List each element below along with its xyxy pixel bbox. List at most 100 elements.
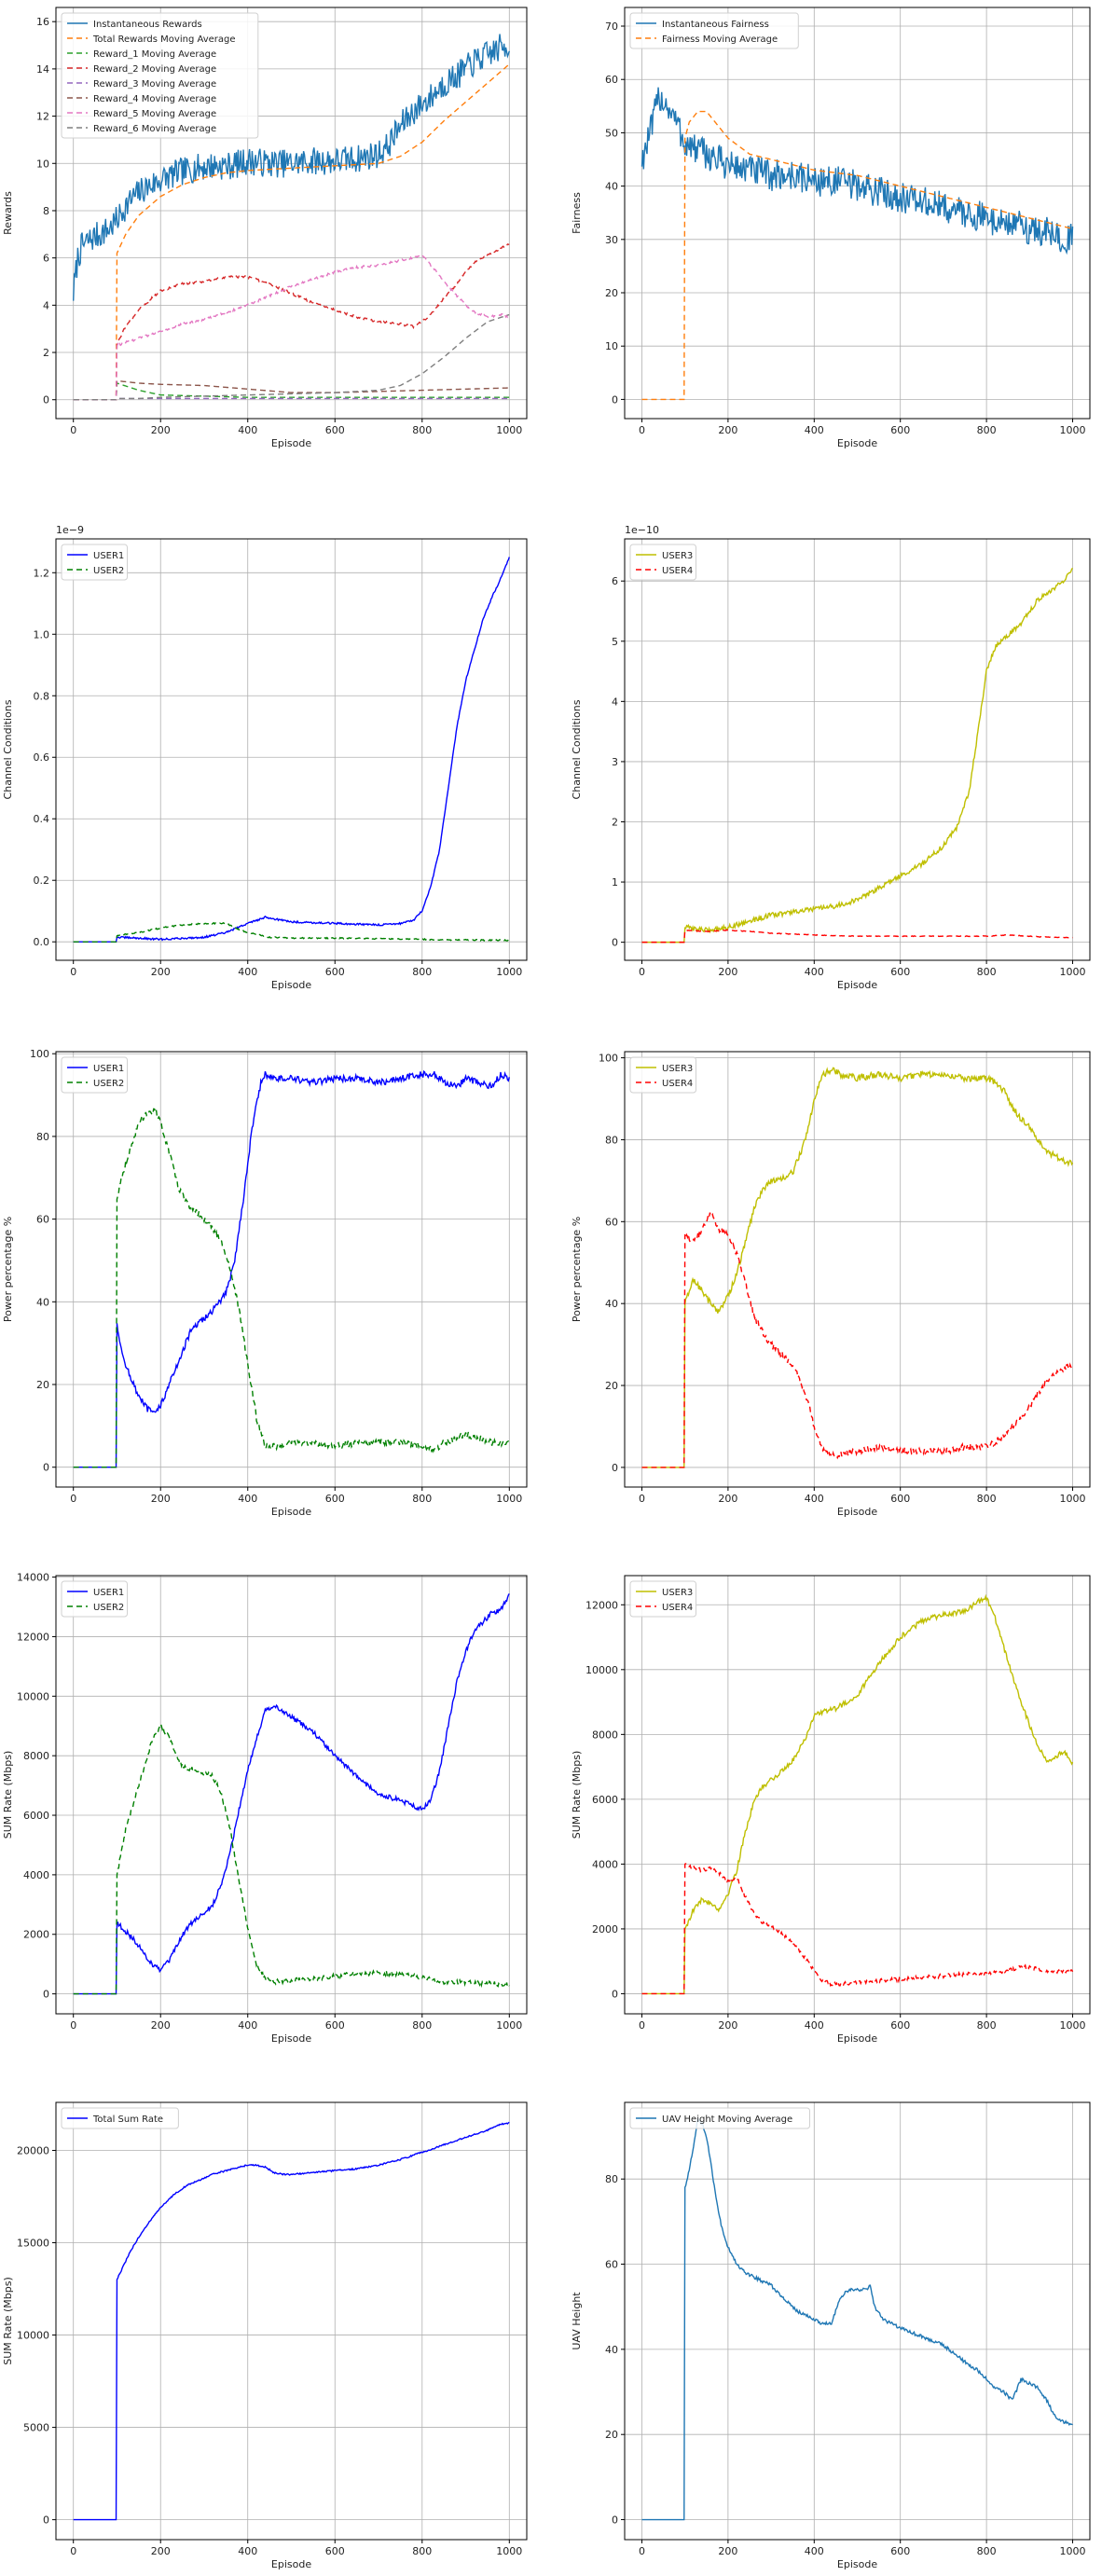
x-tick-label: 1000 [496,2545,522,2557]
x-axis-label: Episode [837,2032,877,2045]
x-tick-label: 400 [238,966,257,978]
y-tick-label: 2 [43,347,49,359]
y-tick-label: 20 [605,287,618,299]
y-tick-label: 0 [612,393,618,406]
x-tick-label: 600 [890,424,910,436]
chart-uav-height: 0 200 400 600 800 1000 0 20 40 60 80 Episode UAV Hei… [571,2101,1091,2570]
series-group [73,34,510,401]
axes-frame [55,2101,528,2541]
series-line [641,1212,1074,1468]
x-tick-label: 1000 [496,2019,522,2032]
legend-label: USER1 [93,1064,124,1074]
series-line [641,87,1074,255]
axes-frame [624,538,1091,961]
y-tick-label: 5 [612,636,618,648]
x-tick-label: 200 [151,2545,171,2557]
y-tick-label: 0.4 [34,813,50,825]
axes-frame [624,2101,1091,2541]
y-tick-label: 40 [605,2344,618,2356]
x-tick-label: 600 [890,966,910,978]
legend-box [61,544,128,581]
x-tick-label: 1000 [496,966,522,978]
y-tick-label: 0.2 [34,875,50,887]
y-tick-label: 6 [612,575,618,587]
y-tick-label: 0 [43,394,49,406]
series-line [73,243,510,401]
series-line [73,557,510,943]
chart-power-user1-user2: 0 200 400 600 800 1000 0 20 40 60 80 100 Episode Powe… [2,1048,528,1518]
series-line [73,34,510,301]
x-tick-label: 0 [70,424,76,436]
x-tick-label: 400 [238,2019,257,2032]
y-tick-label: 10000 [17,2330,49,2342]
y-tick-label: 0.6 [34,751,50,764]
x-axis-label: Episode [837,1506,877,1518]
y-axis-label: Fairness [571,192,583,234]
y-tick-label: 2 [612,816,618,828]
y-tick-label: 4 [43,299,49,311]
y-tick-label: 0 [612,1988,618,2000]
y-tick-label: 20 [605,1380,618,1392]
x-tick-label: 400 [805,1493,824,1505]
x-tick-label: 400 [805,966,824,978]
y-tick-label: 20000 [17,2144,49,2156]
y-tick-label: 6000 [23,1810,49,1822]
y-tick-label: 16 [36,16,49,28]
axes-frame [55,7,528,420]
x-tick-label: 200 [151,1493,171,1505]
series-line [641,567,1074,944]
x-tick-label: 200 [151,2019,171,2032]
y-tick-label: 12000 [585,1599,618,1611]
series-line [73,921,510,943]
legend-box [629,2107,810,2129]
legend-label: Fairness Moving Average [662,34,778,45]
x-tick-label: 1000 [496,1493,522,1505]
x-axis-label: Episode [271,437,311,449]
legend-label: Instantaneous Rewards [93,20,202,30]
x-tick-label: 1000 [1060,2545,1086,2557]
series-group [641,1067,1074,1468]
y-axis-label: Channel Conditions [2,699,14,799]
x-tick-label: 600 [325,424,345,436]
x-axis-label: Episode [837,2558,877,2570]
x-tick-label: 600 [325,2545,345,2557]
axes-frame [55,1575,528,2015]
series-line [73,1722,510,1995]
y-tick-label: 1.0 [34,628,50,641]
x-tick-label: 200 [151,424,171,436]
series-line [73,397,510,401]
series-line [641,110,1073,401]
x-tick-label: 800 [977,2019,997,2032]
x-axis-label: Episode [271,2558,311,2570]
y-axis-label: Power percentage % [2,1217,14,1322]
x-tick-label: 1000 [1060,1493,1086,1505]
y-axis-label: SUM Rate (Mbps) [2,1751,14,1839]
y-tick-label: 15000 [17,2238,49,2250]
y-tick-label: 0.0 [34,936,50,948]
legend-label: USER4 [662,1079,693,1089]
x-tick-label: 1000 [1060,966,1086,978]
chart-sumrate-user3-user4: 0 200 400 600 800 100002000400060008000100001… [571,1575,1091,2045]
chart-rewards: 0 200 400 600 800 1000 0 2 4 6 8 10 12 14 16 Episode Rew… [2,7,528,449]
legend-box [61,1580,128,1618]
series-group [641,2116,1073,2521]
y-tick-label: 0 [612,1462,618,1474]
series-line [641,1067,1074,1468]
chart-channel-user1-user2: 0 200 400 600 800 1000 0.0 0.2 0.4 0.6 0.8 1.0 1.2 Ep… [2,524,528,991]
series-line [73,1069,510,1468]
y-tick-label: 60 [605,1216,618,1228]
series-group [641,87,1074,401]
series-line [641,1593,1074,1995]
chart-channel-user3-user4: 0 200 400 600 800 1000 0 1 2 3 4 5 6 Episode Channel C… [571,524,1091,991]
y-axis-label: SUM Rate (Mbps) [571,1751,583,1839]
x-tick-label: 800 [412,2019,432,2032]
x-tick-label: 600 [325,966,345,978]
x-tick-label: 0 [70,2019,76,2032]
y-tick-label: 4000 [592,1858,618,1870]
x-tick-label: 400 [805,424,824,436]
axes-frame [55,538,528,961]
chart-sumrate-user1-user2: 0 200 400 600 800 100002000400060008000100001… [2,1572,528,2045]
x-tick-label: 200 [151,966,171,978]
series-line [73,1107,510,1468]
legend-label: Reward_2 Moving Average [93,64,216,75]
